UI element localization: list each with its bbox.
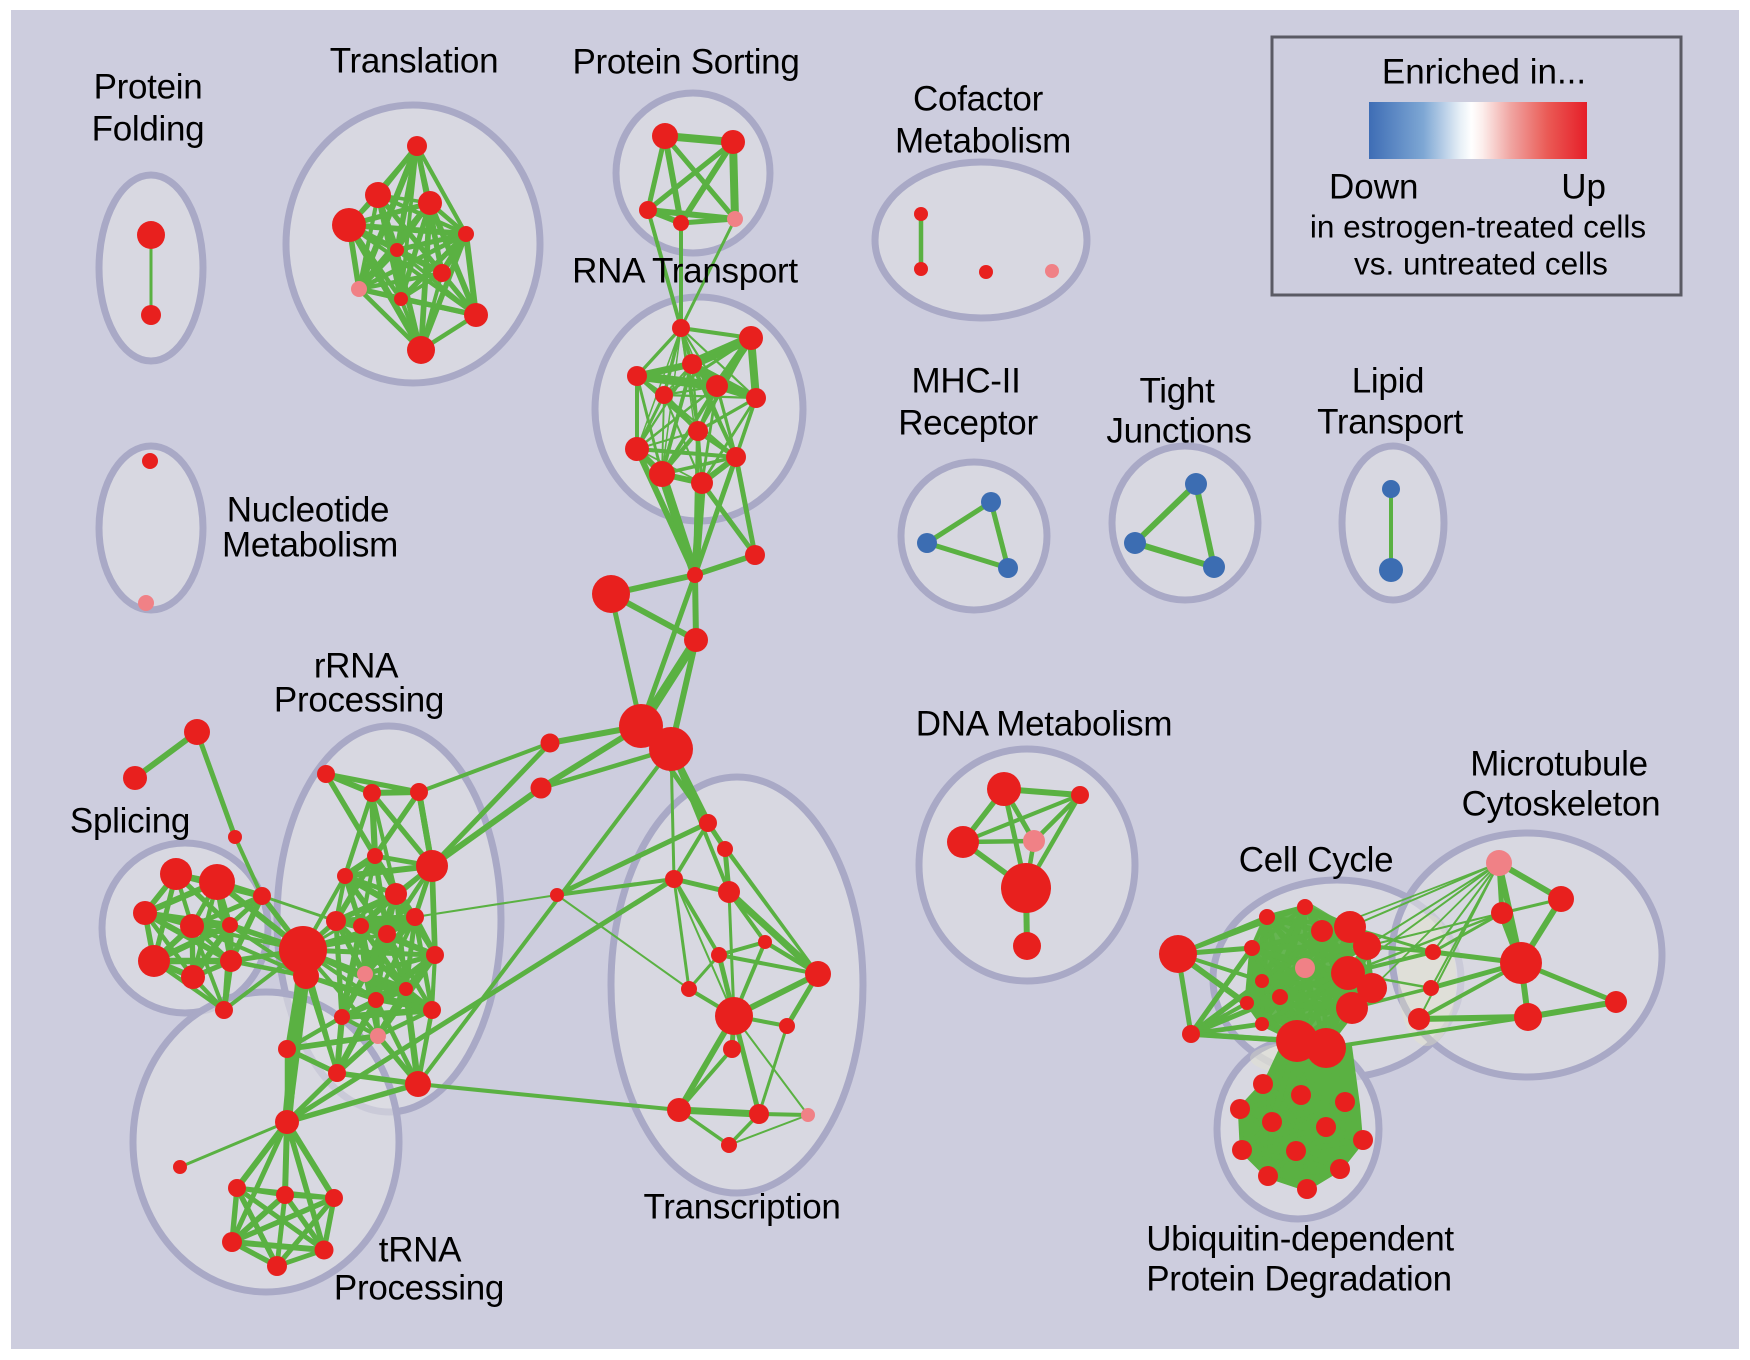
- svg-text:Splicing: Splicing: [70, 801, 190, 840]
- svg-text:Folding: Folding: [92, 109, 205, 148]
- svg-text:DNA Metabolism: DNA Metabolism: [916, 704, 1172, 743]
- svg-text:MHC-II: MHC-II: [911, 361, 1020, 400]
- svg-text:Processing: Processing: [334, 1268, 504, 1307]
- svg-text:Microtubule: Microtubule: [1470, 744, 1648, 783]
- svg-text:Enriched in...: Enriched in...: [1382, 52, 1586, 91]
- svg-text:Cell Cycle: Cell Cycle: [1239, 840, 1394, 879]
- svg-text:Transcription: Transcription: [643, 1187, 840, 1226]
- svg-text:Metabolism: Metabolism: [895, 121, 1071, 160]
- svg-text:in estrogen-treated cells: in estrogen-treated cells: [1310, 208, 1646, 244]
- svg-text:Lipid: Lipid: [1352, 361, 1424, 400]
- svg-text:Nucleotide: Nucleotide: [227, 490, 389, 529]
- svg-text:vs. untreated cells: vs. untreated cells: [1354, 245, 1608, 281]
- svg-text:Up: Up: [1561, 167, 1606, 206]
- svg-text:Cytoskeleton: Cytoskeleton: [1462, 784, 1661, 823]
- svg-text:Metabolism: Metabolism: [222, 525, 398, 564]
- svg-text:tRNA: tRNA: [379, 1230, 462, 1269]
- svg-text:rRNA: rRNA: [314, 646, 399, 685]
- svg-text:Tight: Tight: [1139, 371, 1215, 410]
- svg-text:RNA Transport: RNA Transport: [572, 251, 798, 290]
- svg-text:Translation: Translation: [330, 41, 499, 80]
- svg-text:Receptor: Receptor: [898, 403, 1038, 442]
- svg-text:Processing: Processing: [274, 680, 444, 719]
- svg-text:Protein Degradation: Protein Degradation: [1146, 1259, 1452, 1298]
- svg-text:Protein: Protein: [94, 67, 203, 106]
- svg-text:Transport: Transport: [1317, 402, 1463, 441]
- svg-text:Ubiquitin-dependent: Ubiquitin-dependent: [1146, 1219, 1454, 1258]
- svg-text:Down: Down: [1329, 167, 1418, 206]
- svg-text:Cofactor: Cofactor: [913, 79, 1044, 118]
- svg-text:Junctions: Junctions: [1106, 411, 1251, 450]
- svg-text:Protein Sorting: Protein Sorting: [572, 42, 799, 81]
